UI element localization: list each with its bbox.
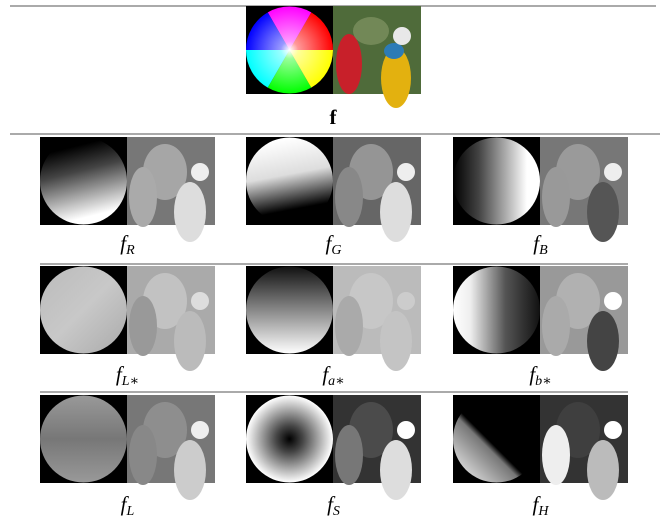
caption: f (330, 105, 338, 129)
image-panel (246, 395, 421, 500)
caption: fa∗ (322, 362, 344, 389)
image-panel (246, 6, 421, 108)
caption: fH (533, 492, 550, 519)
image-panel (453, 137, 628, 242)
caption: fL∗ (116, 362, 139, 389)
caption-subscript: S (333, 504, 340, 519)
image-panel (40, 137, 215, 242)
image-panel (40, 395, 215, 500)
caption: fG (326, 231, 342, 258)
caption-subscript: G (331, 243, 341, 258)
caption: fB (533, 231, 548, 258)
caption: fb∗ (529, 362, 551, 389)
image-panel (40, 266, 215, 371)
caption-subscript: b∗ (535, 374, 552, 389)
image-panel (246, 266, 421, 371)
caption: fS (327, 492, 340, 519)
image-panel (246, 137, 421, 242)
caption: fR (120, 231, 135, 258)
caption-subscript: H (537, 504, 549, 519)
caption: fL (121, 492, 135, 519)
caption-subscript: R (125, 243, 135, 258)
caption-subscript: L∗ (121, 374, 139, 389)
caption-subscript: L (126, 504, 135, 519)
image-panel (453, 266, 628, 371)
caption-subscript: B (539, 243, 548, 258)
image-panel (453, 395, 628, 500)
caption-subscript: a∗ (328, 374, 345, 389)
figure: f fR fG fB fL∗ fa∗ fb∗ fL fS fH (0, 0, 666, 523)
